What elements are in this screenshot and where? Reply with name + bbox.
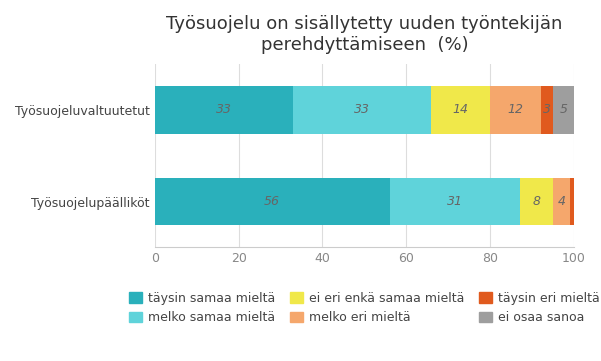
Bar bbox=[293, 86, 432, 134]
Bar bbox=[490, 86, 540, 134]
Bar bbox=[553, 178, 570, 225]
Text: 4: 4 bbox=[558, 195, 566, 208]
Text: 33: 33 bbox=[355, 103, 370, 116]
Text: 3: 3 bbox=[543, 103, 551, 116]
Text: 14: 14 bbox=[453, 103, 469, 116]
Bar bbox=[540, 86, 553, 134]
Text: 12: 12 bbox=[507, 103, 523, 116]
Text: 33: 33 bbox=[216, 103, 232, 116]
Legend: täysin samaa mieltä, melko samaa mieltä, ei eri enkä samaa mieltä, melko eri mie: täysin samaa mieltä, melko samaa mieltä,… bbox=[124, 287, 601, 329]
Bar bbox=[389, 178, 519, 225]
Text: 56: 56 bbox=[264, 195, 280, 208]
Bar bbox=[154, 178, 389, 225]
Bar bbox=[553, 86, 574, 134]
Text: 5: 5 bbox=[560, 103, 567, 116]
Bar bbox=[154, 86, 293, 134]
Text: 31: 31 bbox=[447, 195, 463, 208]
Title: Työsuojelu on sisällytetty uuden työntekijän
perehdyttämiseen  (%): Työsuojelu on sisällytetty uuden työntek… bbox=[166, 15, 563, 54]
Bar bbox=[519, 178, 553, 225]
Text: 8: 8 bbox=[532, 195, 540, 208]
Bar bbox=[432, 86, 490, 134]
Bar bbox=[570, 178, 574, 225]
